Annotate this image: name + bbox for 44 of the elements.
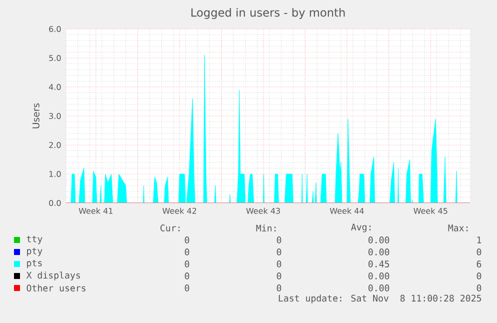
legend-label: pty [27,248,42,256]
text: 0 [184,284,190,292]
text: 0 [184,272,190,280]
legend-label: X displays [26,272,80,280]
text: 0.00 [368,236,390,244]
legend-label: pts [27,260,42,268]
text: Max: [448,224,468,232]
text: Min: [256,224,276,232]
text: 0.00 [368,284,390,292]
y-tick-label: 3.0 [49,112,61,120]
text: 0 [276,272,282,280]
text: 0 [476,284,482,292]
y-tick-label: 6.0 [49,26,61,32]
text: 0 [184,248,190,256]
text: 0 [276,284,282,292]
y-tick-label: 1.0 [49,170,61,178]
text: 0.45 [368,260,390,268]
text: 0 [184,236,190,244]
x-tick-label: Week 44 [330,208,364,214]
text: 6 [476,260,482,268]
y-axis-title: Users [32,103,40,128]
y-tick-label: 2.0 [49,142,61,148]
y-tick-label: 5.0 [49,54,61,62]
text: Avg: [351,224,371,232]
text: 0 [276,248,282,256]
x-tick-label: Week 42 [162,208,196,214]
text: 0.00 [368,248,390,256]
text: 0 [276,236,282,244]
y-tick-label: 4.0 [48,84,61,90]
legend-label: Other users [26,284,86,292]
text: 1 [477,236,482,244]
legend-label: tty [26,236,42,244]
x-tick-label: Week 45 [414,208,448,214]
chart-title: Logged in users - by month [191,8,345,19]
x-tick-label: Week 41 [78,208,112,214]
y-tick-label: 0.0 [49,200,61,206]
text: Cur: [160,224,180,232]
text: 0 [476,272,482,280]
text: 0 [184,260,190,268]
text: 0.00 [368,272,390,280]
text: 0 [476,248,482,256]
text: 0 [276,260,282,268]
text: Last update: Sat Nov 8 11:00:28 2025 [278,294,482,304]
x-tick-label: Week 43 [246,208,280,214]
